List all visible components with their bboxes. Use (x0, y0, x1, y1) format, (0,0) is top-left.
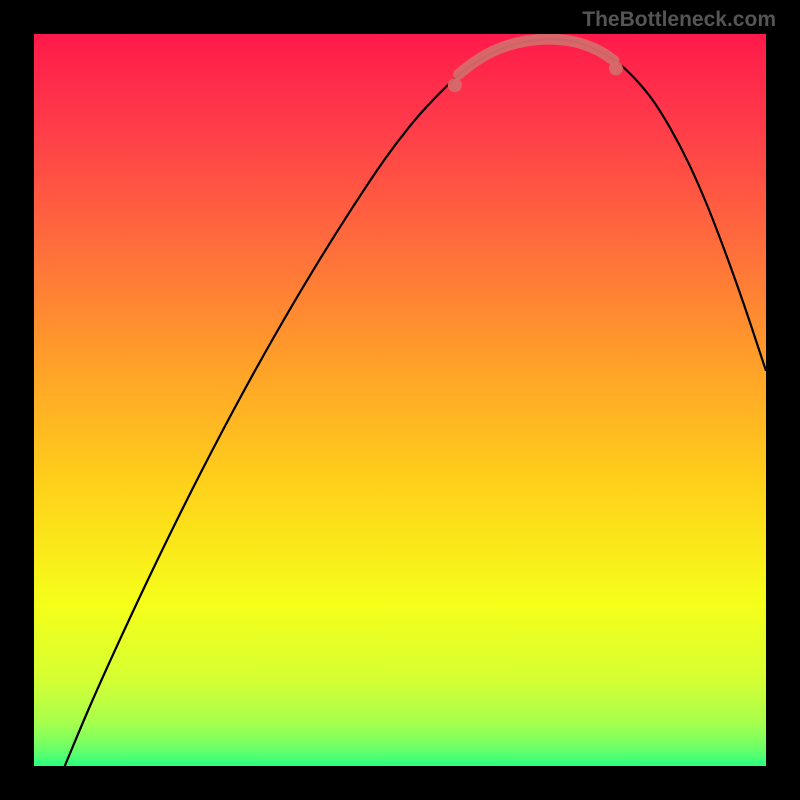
accent-dot (609, 61, 623, 75)
accent-dot (448, 78, 462, 92)
accent-segment (459, 39, 614, 74)
watermark-text: TheBottleneck.com (582, 8, 776, 32)
curve-layer (34, 34, 766, 766)
plot-area (34, 34, 766, 766)
bottleneck-curve (65, 39, 766, 766)
